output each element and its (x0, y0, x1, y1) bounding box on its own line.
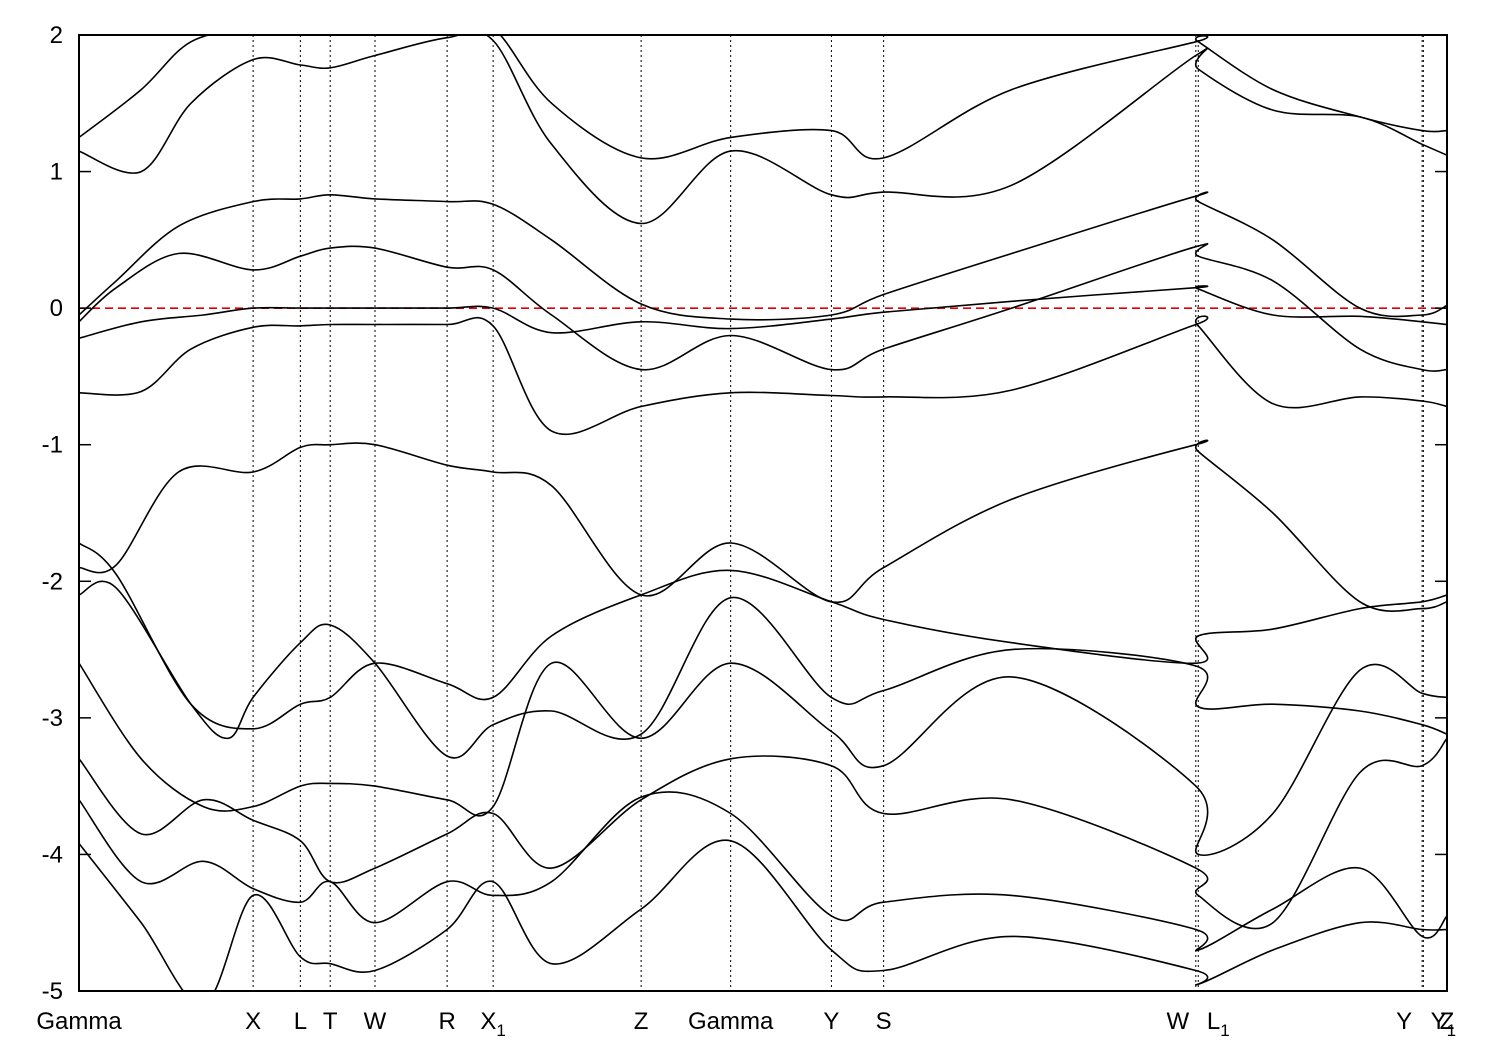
x-tick-label: R (438, 1008, 455, 1035)
y-tick-label: -4 (42, 841, 63, 868)
y-tick-label: -2 (42, 568, 63, 595)
y-tick-label: -3 (42, 705, 63, 732)
x-tick-label: Y (823, 1008, 839, 1035)
band-line (79, 315, 1447, 436)
band-line (79, 839, 1447, 991)
x-tick-label: L1 (1207, 1008, 1230, 1040)
y-tick-label: 0 (50, 295, 63, 322)
band-line (79, 191, 1447, 321)
x-tick-label: Z (634, 1008, 649, 1035)
band-line (79, 243, 1447, 372)
y-tick-label: 2 (50, 22, 63, 49)
y-tick-label: -5 (42, 978, 63, 1005)
x-tick-label: W (364, 1008, 387, 1035)
band-line (79, 737, 1447, 930)
x-tick-label: X1 (480, 1008, 505, 1040)
y-tick-label: -1 (42, 432, 63, 459)
y-tick-label: 1 (50, 159, 63, 186)
band-line (79, 580, 1447, 759)
x-tick-label: Y (1396, 1008, 1412, 1035)
x-tick-label: T (323, 1008, 338, 1035)
x-tick-label: L (294, 1008, 307, 1035)
x-tick-label: Gamma (36, 1008, 122, 1035)
x-tick-label: W (1166, 1008, 1189, 1035)
x-tick-label: S (876, 1008, 892, 1035)
plot-frame (78, 34, 1448, 992)
band-line (79, 439, 1447, 612)
x-tick-label: Z (1440, 1008, 1455, 1035)
band-line (79, 285, 1447, 339)
x-tick-label: X (245, 1008, 261, 1035)
band-line (79, 35, 1447, 225)
band-line (79, 791, 1447, 952)
band-line (79, 35, 1447, 160)
band-lines (79, 35, 1447, 991)
band-line (79, 542, 1447, 730)
band-line (79, 661, 1447, 857)
x-tick-label: Gamma (688, 1008, 774, 1035)
x-axis: Gamma X L T W R X1 Z Gamma Y S W L1 Y Y1Z (36, 1008, 1456, 1040)
y-axis: -5 -4 -3 -2 -1 0 1 2 (42, 22, 1447, 1005)
kpoint-gridlines (252, 35, 1424, 991)
